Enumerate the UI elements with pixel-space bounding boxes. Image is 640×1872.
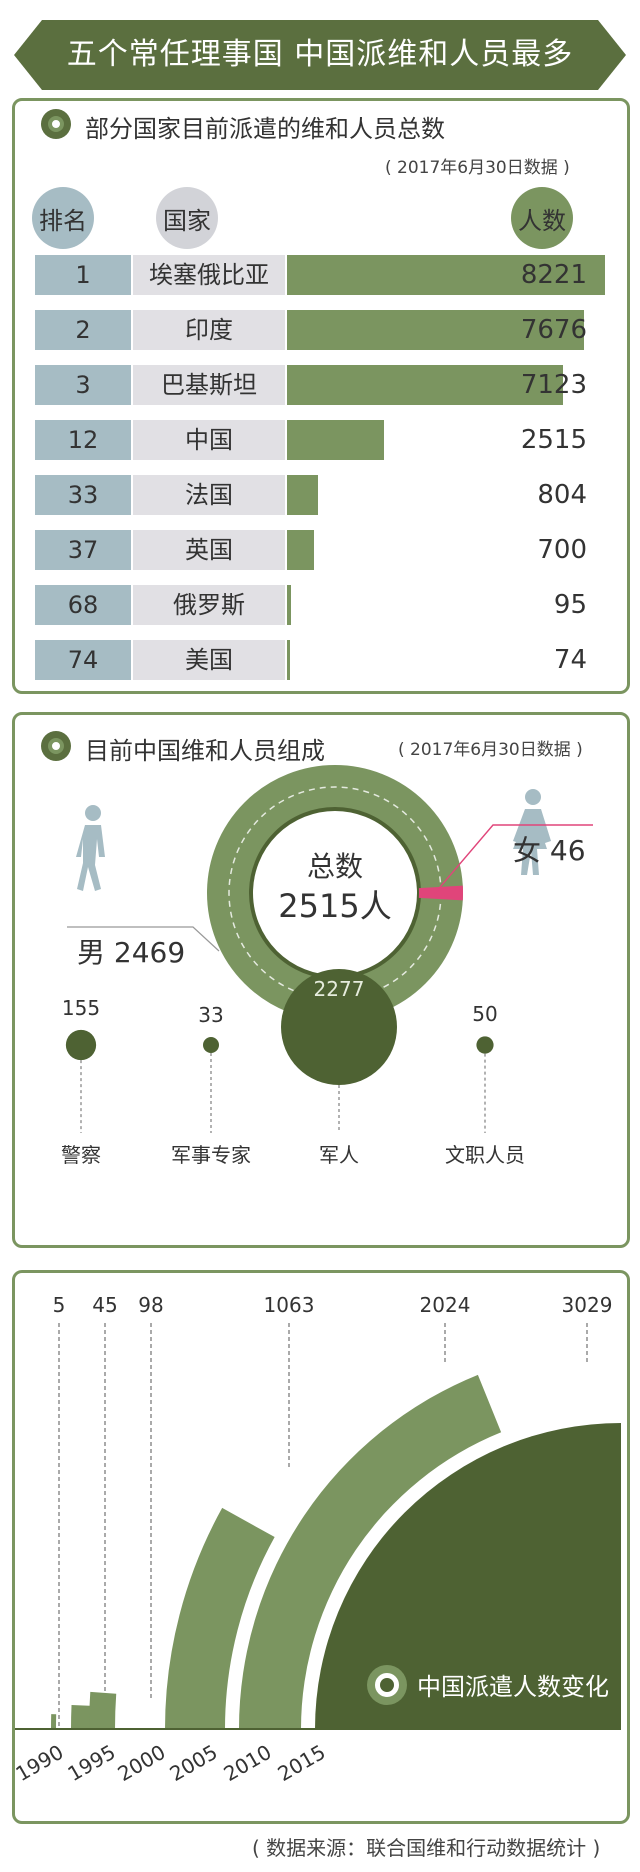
history-value: 2024 xyxy=(419,1293,471,1317)
country-cell: 英国 xyxy=(133,530,285,570)
source-note: ( 数据来源：联合国维和行动数据统计 ) xyxy=(252,1836,601,1860)
ranking-date-note: ( 2017年6月30日数据 ) xyxy=(385,158,570,178)
rank-cell: 74 xyxy=(35,640,131,680)
role-bubble xyxy=(281,969,397,1085)
history-year-label: 2005 xyxy=(165,1740,221,1786)
role-value: 155 xyxy=(61,995,101,1020)
history-value: 98 xyxy=(138,1293,164,1317)
rank-cell: 37 xyxy=(35,530,131,570)
role-bubble xyxy=(65,1029,97,1061)
count-bar xyxy=(287,365,563,405)
count-bar xyxy=(287,310,584,350)
history-year-label: 2015 xyxy=(273,1740,329,1786)
count-value: 8221 xyxy=(520,260,587,290)
role-name: 军人 xyxy=(319,1143,359,1167)
history-year-label: 2010 xyxy=(219,1740,275,1786)
composition-date-note: ( 2017年6月30日数据 ) xyxy=(398,740,583,760)
country-cell: 印度 xyxy=(133,310,285,350)
role-bubbles xyxy=(65,969,494,1133)
count-value: 2515 xyxy=(520,425,587,455)
history-year-label: 2000 xyxy=(113,1740,169,1786)
role-name: 警察 xyxy=(61,1143,101,1167)
composition-graphic xyxy=(65,765,593,1133)
count-bar xyxy=(287,420,385,460)
history-value: 5 xyxy=(52,1293,66,1317)
role-value: 33 xyxy=(198,1003,224,1027)
male-leader-line xyxy=(67,926,220,952)
country-cell: 法国 xyxy=(133,475,285,515)
ranking-title: 部分国家目前派遣的维和人员总数 xyxy=(85,115,445,143)
total-label: 总数 xyxy=(306,850,363,883)
count-bar xyxy=(287,255,605,295)
composition-panel: 目前中国维和人员组成 ( 2017年6月30日数据 ) 总数 2515人 男 2… xyxy=(12,712,630,1248)
count-value: 7676 xyxy=(520,315,587,345)
count-bar xyxy=(287,640,290,680)
history-value: 3029 xyxy=(561,1293,613,1317)
count-value: 7123 xyxy=(520,370,587,400)
history-year-label: 1990 xyxy=(15,1740,68,1786)
history-value: 45 xyxy=(92,1293,118,1317)
country-cell: 美国 xyxy=(133,640,285,680)
count-value: 804 xyxy=(537,480,587,510)
role-bubble xyxy=(203,1037,219,1053)
history-arc xyxy=(89,1691,117,1729)
country-cell: 俄罗斯 xyxy=(133,585,285,625)
male-count-label: 男 2469 xyxy=(77,936,186,969)
history-year-label: 1995 xyxy=(63,1740,119,1786)
header-country: 国家 xyxy=(156,187,218,249)
count-value: 700 xyxy=(537,535,587,565)
history-title: 中国派遣人数变化 xyxy=(417,1673,609,1701)
role-bubble xyxy=(476,1036,494,1054)
ranking-panel: 部分国家目前派遣的维和人员总数 ( 2017年6月30日数据 ) 排名 国家 人… xyxy=(12,98,630,694)
history-arc xyxy=(239,1374,502,1729)
count-bar xyxy=(287,585,291,625)
rank-cell: 12 xyxy=(35,420,131,460)
rank-cell: 2 xyxy=(35,310,131,350)
composition-title: 目前中国维和人员组成 xyxy=(85,737,325,765)
ring-bullet-icon xyxy=(41,731,71,761)
female-count-label: 女 46 xyxy=(513,834,586,867)
history-arc xyxy=(51,1714,57,1729)
role-name: 军事专家 xyxy=(171,1143,251,1167)
role-name: 文职人员 xyxy=(445,1143,525,1167)
ring-bullet-icon xyxy=(41,109,71,139)
total-value: 2515人 xyxy=(278,887,392,925)
ring-bullet-icon xyxy=(367,1665,407,1705)
banner-title: 五个常任理事国 中国派维和人员最多 xyxy=(14,20,626,90)
rank-cell: 68 xyxy=(35,585,131,625)
country-cell: 埃塞俄比亚 xyxy=(133,255,285,295)
history-arc xyxy=(165,1507,275,1729)
role-value: 2277 xyxy=(313,977,365,1001)
count-value: 95 xyxy=(553,590,587,620)
country-cell: 巴基斯坦 xyxy=(133,365,285,405)
rank-cell: 3 xyxy=(35,365,131,405)
history-value: 1063 xyxy=(263,1293,315,1317)
count-bar xyxy=(287,530,315,570)
rank-cell: 33 xyxy=(35,475,131,515)
header-count: 人数 xyxy=(511,187,573,249)
male-figure-icon xyxy=(76,805,105,891)
country-cell: 中国 xyxy=(133,420,285,460)
header-rank: 排名 xyxy=(32,187,94,249)
role-value: 50 xyxy=(472,1002,498,1027)
history-arc xyxy=(315,1423,621,1729)
female-leader-line xyxy=(434,824,593,894)
count-value: 74 xyxy=(553,645,587,675)
rank-cell: 1 xyxy=(35,255,131,295)
count-bar xyxy=(287,475,319,515)
history-panel: 1990 1995 2000 2005 2010 2015 5 45 98 1063 2024 30… xyxy=(12,1270,630,1824)
